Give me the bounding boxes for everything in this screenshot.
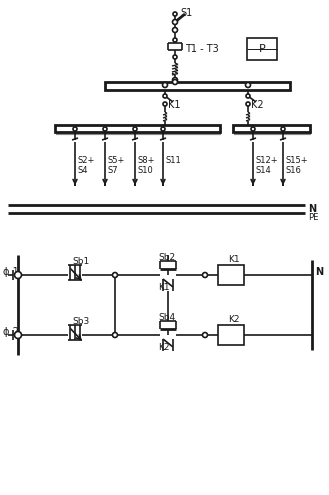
Circle shape bbox=[172, 80, 178, 85]
Bar bbox=[55, 125, 220, 132]
Circle shape bbox=[73, 127, 77, 131]
Circle shape bbox=[103, 127, 107, 131]
Text: Sb2: Sb2 bbox=[158, 253, 175, 262]
Text: N: N bbox=[315, 267, 323, 277]
Circle shape bbox=[281, 127, 285, 131]
Text: S5+
S7: S5+ S7 bbox=[107, 156, 124, 175]
Bar bbox=[247, 38, 277, 60]
Circle shape bbox=[163, 83, 167, 88]
Circle shape bbox=[113, 333, 117, 338]
Text: K1: K1 bbox=[228, 255, 240, 264]
Text: K2: K2 bbox=[158, 343, 169, 352]
Text: K1: K1 bbox=[158, 283, 170, 292]
Text: S15+
S16: S15+ S16 bbox=[285, 156, 308, 175]
Text: S11: S11 bbox=[165, 156, 181, 165]
Circle shape bbox=[246, 94, 250, 98]
Text: K1: K1 bbox=[168, 100, 181, 110]
Circle shape bbox=[173, 38, 177, 42]
Text: S12+
S14: S12+ S14 bbox=[255, 156, 278, 175]
Circle shape bbox=[163, 94, 167, 98]
Text: T1 - T3: T1 - T3 bbox=[185, 44, 219, 54]
Text: ϕ 1: ϕ 1 bbox=[3, 267, 19, 277]
Bar bbox=[105, 82, 290, 90]
Bar bbox=[233, 125, 310, 132]
Bar bbox=[218, 325, 244, 345]
Text: S1: S1 bbox=[180, 8, 192, 18]
Text: S2+
S4: S2+ S4 bbox=[77, 156, 94, 175]
Circle shape bbox=[172, 28, 178, 33]
Text: N: N bbox=[308, 204, 316, 214]
Circle shape bbox=[14, 271, 21, 279]
Text: PE: PE bbox=[308, 212, 318, 221]
Circle shape bbox=[246, 102, 250, 106]
Circle shape bbox=[251, 127, 255, 131]
Text: ϕ 2: ϕ 2 bbox=[3, 327, 19, 337]
Text: K2: K2 bbox=[251, 100, 264, 110]
Text: P: P bbox=[259, 44, 266, 54]
Bar bbox=[218, 265, 244, 285]
Circle shape bbox=[14, 332, 21, 339]
Circle shape bbox=[161, 127, 165, 131]
Circle shape bbox=[203, 273, 208, 278]
Text: Sb3: Sb3 bbox=[72, 317, 89, 326]
Circle shape bbox=[172, 78, 178, 83]
Circle shape bbox=[245, 83, 250, 88]
Circle shape bbox=[173, 55, 177, 59]
Text: S8+
S10: S8+ S10 bbox=[137, 156, 155, 175]
Circle shape bbox=[203, 333, 208, 338]
Text: Sb1: Sb1 bbox=[72, 257, 89, 266]
Text: Sb4: Sb4 bbox=[158, 313, 175, 322]
Circle shape bbox=[172, 19, 178, 24]
Circle shape bbox=[173, 12, 177, 16]
Circle shape bbox=[113, 273, 117, 278]
Text: K2: K2 bbox=[228, 315, 240, 324]
Circle shape bbox=[163, 102, 167, 106]
Circle shape bbox=[133, 127, 137, 131]
